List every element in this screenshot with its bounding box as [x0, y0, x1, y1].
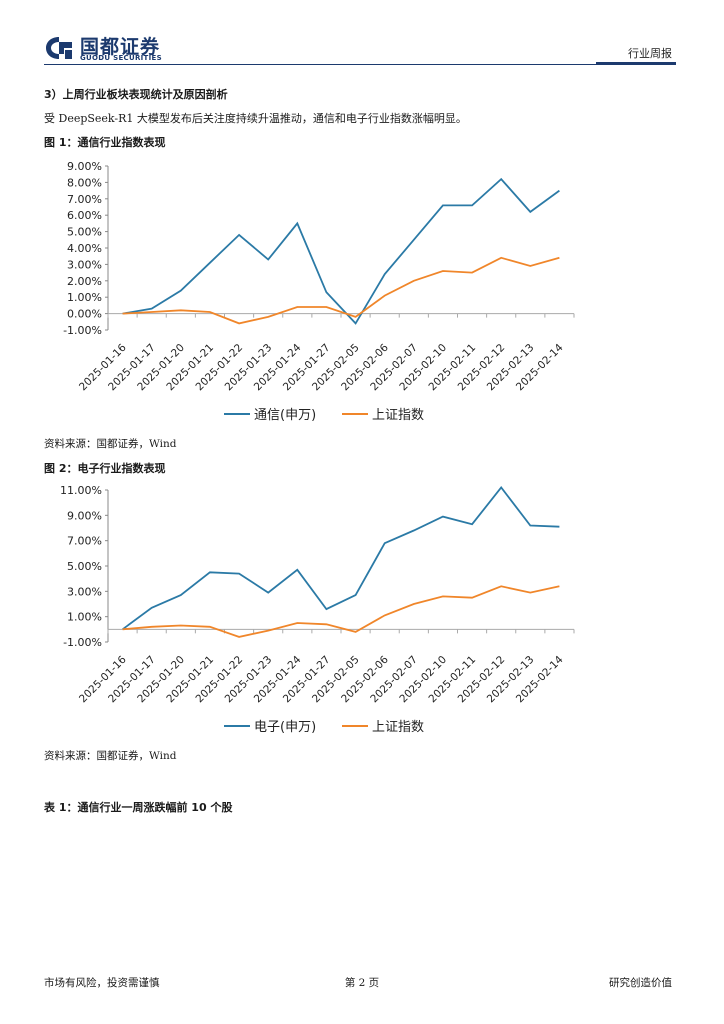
logo-text: 国都证券 — [80, 36, 161, 58]
logo-icon — [46, 37, 72, 59]
y-tick-label: 2.00% — [67, 275, 102, 288]
series-line-industry — [122, 486, 560, 631]
series-line-industry — [122, 177, 560, 325]
y-tick-label: 5.00% — [67, 226, 102, 239]
report-type: 行业周报 — [628, 47, 672, 60]
y-tick-label: 7.00% — [67, 535, 102, 548]
chart-electronics: 11.00%9.00%7.00%5.00%3.00%1.00%-1.00%202… — [60, 484, 575, 735]
footer-page-number: 第 2 页 — [344, 977, 380, 989]
section-title: 3）上周行业板块表现统计及原因剖析 — [44, 88, 228, 101]
header-divider-accent — [596, 62, 676, 65]
y-tick-label: 3.00% — [67, 585, 102, 598]
y-tick-label: 4.00% — [67, 242, 102, 255]
figure1-source: 资料来源：国都证券，Wind — [44, 438, 177, 450]
y-tick-label: 6.00% — [67, 209, 102, 222]
footer-slogan: 研究创造价值 — [609, 977, 672, 989]
series-line-shanghai — [122, 585, 560, 638]
y-tick-label: 3.00% — [67, 258, 102, 271]
y-tick-label: 5.00% — [67, 560, 102, 573]
y-tick-label: -1.00% — [63, 636, 102, 649]
y-tick-label: 1.00% — [67, 611, 102, 624]
y-tick-label: 7.00% — [67, 193, 102, 206]
figure2-source: 资料来源：国都证券，Wind — [44, 750, 177, 762]
y-tick-label: 9.00% — [67, 509, 102, 522]
y-tick-label: 9.00% — [67, 160, 102, 173]
section-body: 受 DeepSeek-R1 大模型发布后关注度持续升温推动，通信和电子行业指数涨… — [44, 112, 467, 125]
legend-label: 通信(申万) — [254, 408, 316, 423]
legend-label: 上证指数 — [372, 408, 424, 423]
y-tick-label: 11.00% — [60, 484, 102, 497]
legend-label: 上证指数 — [372, 720, 424, 735]
y-tick-label: 8.00% — [67, 176, 102, 189]
logo-subtext: GUODU SECURITIES — [80, 54, 162, 62]
footer-disclaimer: 市场有风险，投资需谨慎 — [44, 977, 160, 989]
legend-label: 电子(申万) — [254, 720, 316, 735]
figure1-title: 图 1：通信行业指数表现 — [44, 136, 166, 149]
table1-title: 表 1：通信行业一周涨跌幅前 10 个股 — [44, 801, 233, 814]
y-tick-label: 1.00% — [67, 291, 102, 304]
header-divider — [44, 64, 676, 65]
y-tick-label: -1.00% — [63, 324, 102, 337]
y-tick-label: 0.00% — [67, 308, 102, 321]
series-line-shanghai — [122, 256, 560, 325]
figure2-title: 图 2：电子行业指数表现 — [44, 462, 166, 475]
chart-telecom: 9.00% 8.00% 7.00% 6.00% 5.00% 4.00% 3.00% 2.00%… — [63, 160, 575, 423]
